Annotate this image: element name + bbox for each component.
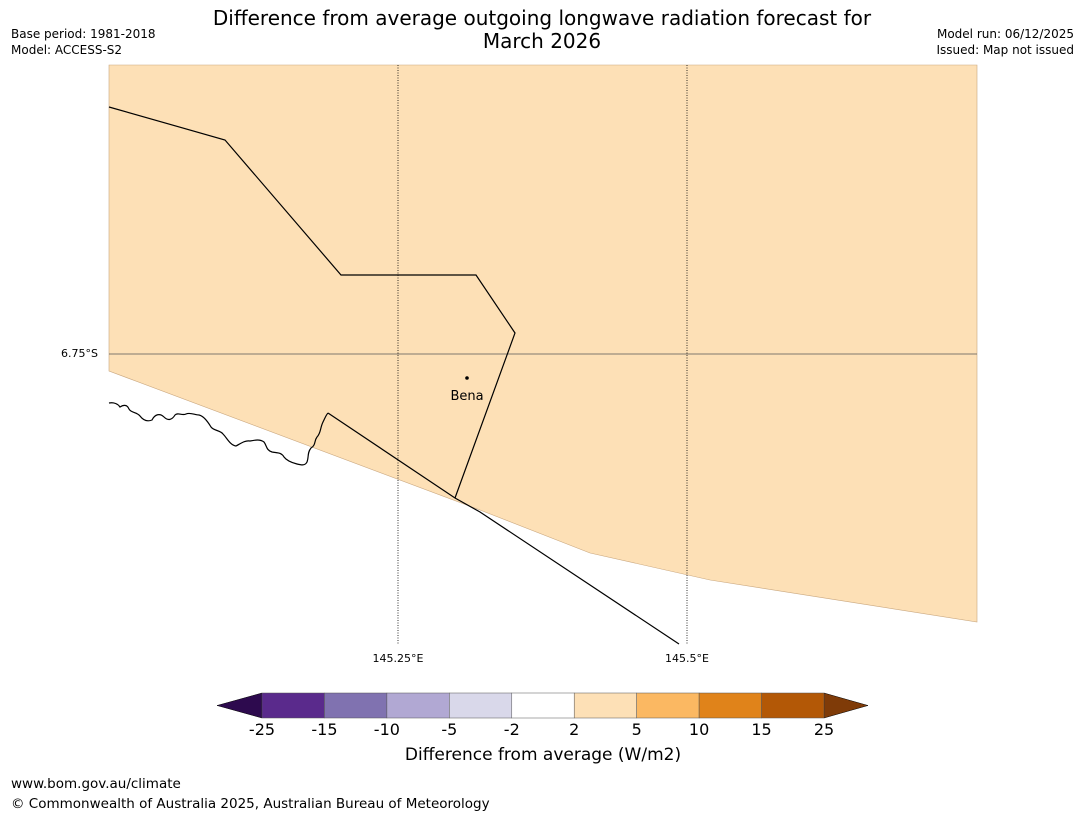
colorbar-extend-max	[823, 692, 869, 719]
colorbar-tick-label: 5	[631, 720, 642, 739]
meta-left: Base period: 1981-2018 Model: ACCESS-S2	[11, 26, 156, 58]
colorbar-bin	[698, 692, 762, 719]
colorbar-tick-label: 10	[688, 720, 710, 739]
colorbar-tick-label: -2	[503, 720, 520, 739]
colorbar-bin	[386, 692, 450, 719]
base-period: Base period: 1981-2018	[11, 27, 156, 41]
longitude-label-2: 145.5°E	[665, 652, 709, 665]
colorbar-bin	[761, 692, 825, 719]
title-line-2: March 2026	[482, 29, 602, 53]
map-title: Difference from average outgoing longwav…	[142, 7, 942, 53]
colorbar-title: Difference from average (W/m2)	[404, 745, 682, 765]
province-boundary	[108, 106, 516, 499]
model-run: Model run: 06/12/2025	[936, 27, 1074, 41]
colorbar-tick-label: -5	[441, 720, 458, 739]
colorbar-tick-label: -15	[311, 720, 338, 739]
colorbar-tick-label: 25	[813, 720, 835, 739]
colorbar-tick-label: 15	[751, 720, 772, 739]
colorbar-bin	[261, 692, 325, 719]
meta-right: Model run: 06/12/2025 Issued: Map not is…	[936, 26, 1074, 58]
model-name: Model: ACCESS-S2	[11, 43, 123, 57]
latitude-label: 6.75°S	[61, 347, 98, 360]
colorbar-tick-label: -10	[373, 720, 400, 739]
colorbar-bin	[573, 692, 637, 719]
colorbar-tick-label: 2	[569, 720, 580, 739]
issued-status: Issued: Map not issued	[936, 43, 1074, 57]
title-line-1: Difference from average outgoing longwav…	[212, 6, 872, 30]
colorbar-bin	[511, 692, 575, 719]
colorbar	[216, 692, 869, 719]
colorbar-bin	[449, 692, 513, 719]
coastline	[108, 402, 329, 466]
colorbar-extend-min	[216, 692, 263, 719]
colorbar-tick-label: -25	[248, 720, 276, 739]
town-label: Bena	[450, 389, 484, 404]
footer-copyright: © Commonwealth of Australia 2025, Austra…	[11, 796, 490, 812]
forecast-fill-region	[108, 64, 978, 623]
colorbar-bin	[324, 692, 388, 719]
footer-url[interactable]: www.bom.gov.au/climate	[11, 776, 181, 792]
province-boundary-south	[327, 412, 680, 645]
longitude-label-1: 145.25°E	[372, 652, 424, 665]
colorbar-bin	[636, 692, 700, 719]
town-marker	[465, 376, 469, 380]
